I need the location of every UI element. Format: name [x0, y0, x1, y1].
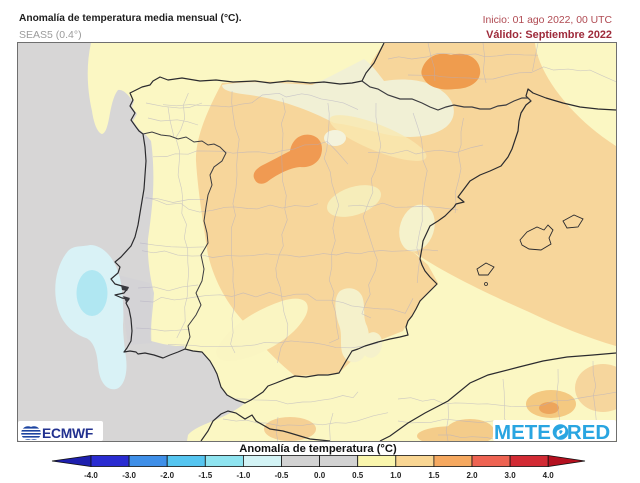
- svg-text:-3.0: -3.0: [122, 471, 136, 480]
- svg-text:-0.5: -0.5: [275, 471, 289, 480]
- svg-text:0.5: 0.5: [352, 471, 364, 480]
- svg-text:0.0: 0.0: [314, 471, 326, 480]
- svg-text:3.0: 3.0: [505, 471, 517, 480]
- svg-text:1.0: 1.0: [390, 471, 402, 480]
- svg-text:2.0: 2.0: [466, 471, 478, 480]
- svg-text:1.5: 1.5: [428, 471, 440, 480]
- svg-text:-2.0: -2.0: [160, 471, 174, 480]
- svg-text:-1.5: -1.5: [198, 471, 212, 480]
- svg-text:-4.0: -4.0: [84, 471, 98, 480]
- svg-text:-1.0: -1.0: [237, 471, 251, 480]
- svg-text:4.0: 4.0: [543, 471, 555, 480]
